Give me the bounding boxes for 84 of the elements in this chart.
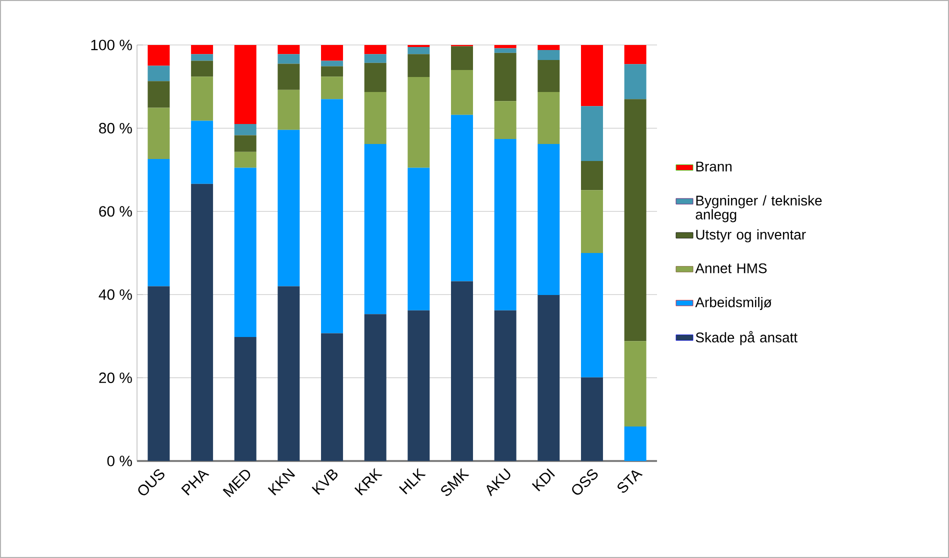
bar <box>191 60 214 77</box>
bar <box>538 44 560 50</box>
bar <box>278 286 300 461</box>
bar <box>580 44 603 106</box>
bar <box>191 54 214 61</box>
bar <box>451 114 473 282</box>
bar <box>580 252 603 378</box>
bar <box>494 139 516 310</box>
bar <box>538 50 560 60</box>
bar <box>494 310 516 461</box>
bar <box>451 70 473 115</box>
bar <box>624 426 646 461</box>
bar <box>538 144 560 295</box>
bar <box>321 99 344 334</box>
bar <box>408 168 430 310</box>
bar <box>494 52 516 102</box>
bar <box>321 333 344 461</box>
x-tick-label: STA <box>618 470 643 493</box>
bar <box>364 54 386 63</box>
bar <box>538 60 560 92</box>
bar <box>321 66 344 77</box>
bar <box>494 44 516 48</box>
bar <box>408 44 430 48</box>
bar <box>408 47 430 54</box>
y-tick-label: 40 % <box>98 289 132 300</box>
bar <box>408 310 430 461</box>
x-tick-label: PHA <box>181 470 210 496</box>
y-tick-label: 100 % <box>91 40 132 50</box>
y-tick-label: 20 % <box>99 372 132 384</box>
legend-label: Annet HMS <box>695 263 767 274</box>
legend-label: Bygninger / tekniske anlegg <box>696 195 822 222</box>
bar <box>321 44 344 61</box>
bar <box>321 60 344 66</box>
bar <box>278 44 300 54</box>
x-tick-label: KDI <box>532 468 555 492</box>
bar <box>191 120 214 184</box>
bar <box>148 158 170 286</box>
bar <box>234 152 256 168</box>
bar <box>451 281 473 461</box>
bar <box>494 101 516 139</box>
bar <box>234 135 256 152</box>
bar <box>494 48 516 53</box>
y-tick-label: 80 % <box>99 122 132 134</box>
bar <box>321 76 344 100</box>
bar <box>364 62 386 92</box>
bar <box>148 66 170 82</box>
bar <box>580 377 603 461</box>
bar <box>148 44 170 66</box>
bar <box>191 44 214 54</box>
legend-label: Arbeidsmiljø <box>695 297 772 310</box>
bar <box>580 161 603 190</box>
bar <box>278 64 300 90</box>
y-tick-label: 60 % <box>99 206 132 217</box>
bar <box>538 92 560 144</box>
y-tick-label: 0 % <box>107 456 132 466</box>
legend-label: Brann <box>696 162 732 172</box>
bar <box>580 106 603 162</box>
legend-label: Utstyr og inventar <box>696 229 806 242</box>
bar <box>278 54 300 64</box>
bar <box>278 90 300 130</box>
bar <box>451 46 473 70</box>
legend-label: Skade på ansatt <box>696 331 798 346</box>
bar <box>624 44 646 64</box>
bar <box>234 44 256 124</box>
bar <box>580 190 603 253</box>
bar <box>364 314 386 461</box>
bar <box>148 286 170 461</box>
bar <box>624 341 646 426</box>
bar <box>191 184 214 461</box>
bar <box>148 108 170 159</box>
bar <box>364 44 386 54</box>
bar <box>408 54 430 78</box>
bar <box>624 99 646 342</box>
bar <box>234 124 256 136</box>
bar <box>538 295 560 461</box>
bar <box>148 81 170 108</box>
bar <box>408 77 430 168</box>
bar <box>364 144 386 314</box>
bar <box>278 130 300 286</box>
bar <box>234 337 256 461</box>
bar <box>234 168 256 338</box>
bar <box>364 92 386 144</box>
bar <box>191 76 214 121</box>
bar <box>624 64 646 100</box>
